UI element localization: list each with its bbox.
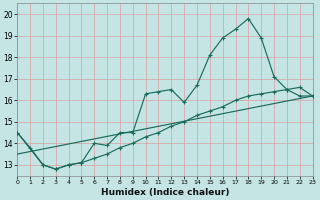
X-axis label: Humidex (Indice chaleur): Humidex (Indice chaleur) bbox=[101, 188, 229, 197]
